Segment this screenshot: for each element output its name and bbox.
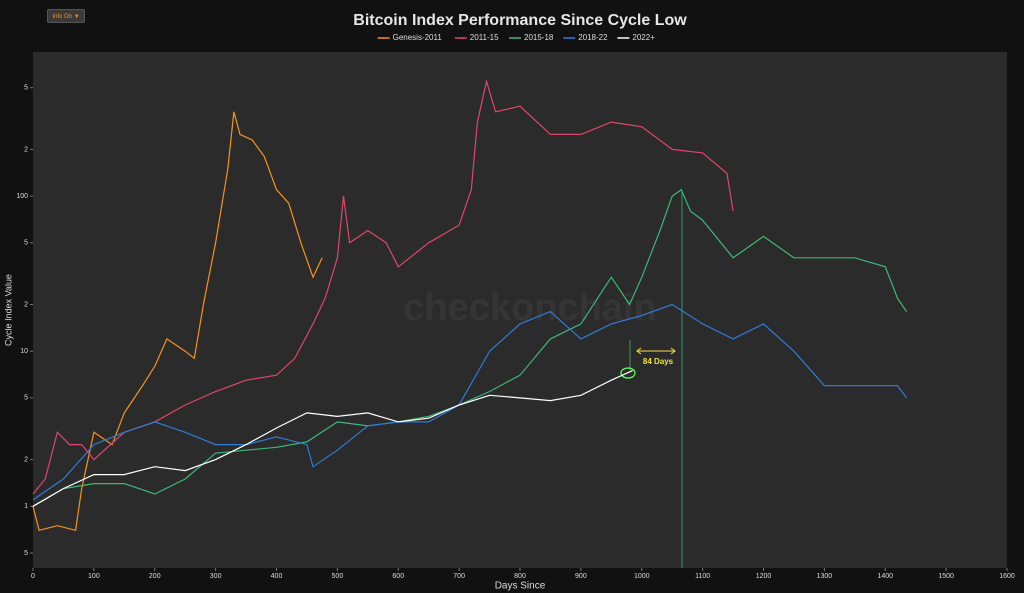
arrowheads [636,347,676,355]
x-tick-label: 1200 [756,573,772,580]
y-tick-label: 1 [24,503,28,510]
x-tick-label: 1300 [817,573,833,580]
y-tick-label: 5 [24,240,28,247]
x-tick-label: 1100 [695,573,710,580]
legend-label: 2018-22 [578,33,608,42]
x-tick-label: 600 [392,573,404,580]
y-tick-label: 5 [24,550,28,557]
x-tick-label: 0 [31,573,35,580]
x-tick-label: 1600 [999,573,1015,580]
series-line [32,370,633,507]
series-line [32,303,908,501]
x-tick-label: 1400 [877,573,893,580]
series-line [32,78,734,495]
legend-label: 2011-15 [470,33,499,42]
x-tick-label: 1500 [938,573,954,580]
highlight-circle [620,367,636,379]
plot-area [33,52,1007,568]
y-tick-label: 5 [24,85,28,92]
y-tick-label: 100 [16,193,28,200]
x-tick-label: 200 [149,573,161,580]
x-axis-title: Days Since [495,581,546,592]
legend-label: 2022+ [632,33,655,42]
y-axis-title: Cycle Index Value [3,274,13,346]
x-tick-label: 900 [575,573,587,580]
x-tick-label: 400 [271,573,283,580]
x-tick-label: 300 [210,573,222,580]
x-tick-label: 700 [453,573,465,580]
x-tick-label: 1000 [634,573,650,580]
watermark: checkonchain [403,287,656,329]
series-line [32,111,323,532]
annotation-text: 84 Days [643,357,674,366]
y-tick-label: 5 [24,395,28,402]
info-button[interactable]: Info On ▼ [47,9,85,23]
chart-title: Bitcoin Index Performance Since Cycle Lo… [353,12,687,29]
legend-label: 2015-18 [524,33,554,42]
y-tick-label: 10 [20,348,28,355]
y-tick-label: 2 [24,301,28,308]
legend-label: Genesis-2011 [393,33,443,42]
y-tick-label: 2 [24,146,28,153]
x-tick-label: 800 [514,573,526,580]
x-tick-label: 100 [88,573,100,580]
x-tick-label: 500 [332,573,344,580]
series-line [32,188,908,507]
y-tick-label: 2 [24,456,28,463]
